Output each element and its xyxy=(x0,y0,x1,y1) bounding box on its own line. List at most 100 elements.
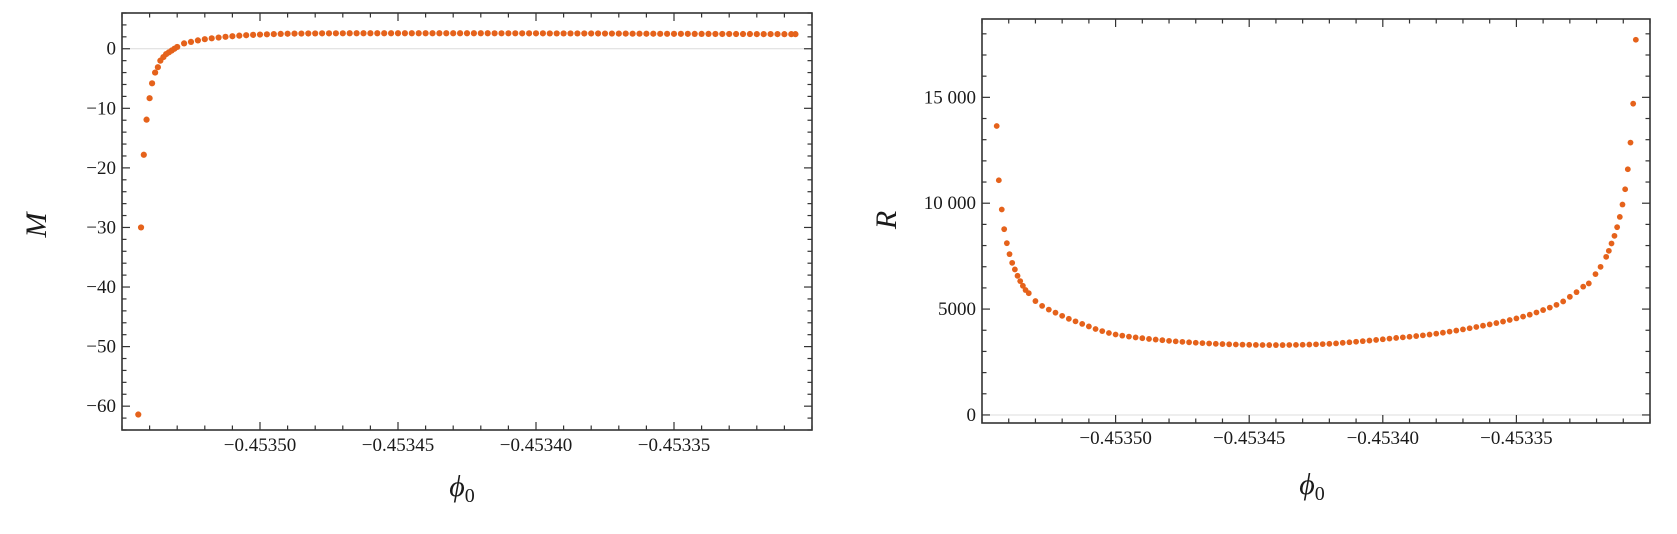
data-point xyxy=(1608,240,1615,247)
x-tick-label: −0.45335 xyxy=(638,435,710,456)
data-point xyxy=(1346,339,1353,346)
data-point xyxy=(1619,201,1626,208)
data-point xyxy=(1139,335,1146,342)
data-point xyxy=(1592,271,1599,278)
data-point xyxy=(1226,341,1233,348)
data-point xyxy=(1099,328,1106,334)
data-point xyxy=(1630,100,1637,107)
data-point xyxy=(1014,272,1021,279)
y-tick-label: −50 xyxy=(86,337,116,358)
data-point xyxy=(394,30,402,37)
x-axis-label-symbol: ϕ xyxy=(1299,468,1315,501)
data-point xyxy=(1146,336,1152,342)
data-point xyxy=(1359,338,1366,345)
data-point xyxy=(154,64,161,71)
data-point xyxy=(1306,341,1313,348)
data-point xyxy=(636,30,643,37)
data-point xyxy=(1566,293,1573,300)
x-tick-label: −0.45340 xyxy=(1347,428,1419,449)
data-point xyxy=(229,33,236,40)
data-point xyxy=(1500,318,1506,325)
data-point xyxy=(484,30,491,37)
data-point xyxy=(498,30,505,37)
data-point xyxy=(1580,283,1587,290)
data-point xyxy=(332,30,339,37)
data-point xyxy=(998,206,1005,213)
data-point xyxy=(1152,336,1159,343)
data-point xyxy=(1172,338,1179,345)
data-point xyxy=(1219,341,1226,347)
data-point xyxy=(250,31,257,38)
data-point xyxy=(1232,341,1239,348)
data-point xyxy=(243,32,250,39)
data-point xyxy=(1009,259,1016,266)
data-point xyxy=(1045,306,1052,313)
data-point xyxy=(1112,331,1119,338)
data-point xyxy=(1406,333,1413,340)
y-tick-label: 10 000 xyxy=(924,193,976,214)
data-point xyxy=(574,30,581,37)
data-point xyxy=(1493,320,1500,326)
data-point xyxy=(581,30,588,37)
data-point xyxy=(1611,232,1618,239)
data-point xyxy=(1279,342,1286,348)
data-point xyxy=(457,30,464,37)
x-axis-label-subscript: 0 xyxy=(465,485,475,507)
data-point xyxy=(691,30,698,38)
data-point xyxy=(450,30,457,37)
data-point xyxy=(346,30,353,37)
data-point xyxy=(1326,340,1333,347)
data-point xyxy=(1065,315,1072,322)
x-axis-label: ϕ0 xyxy=(449,470,475,507)
data-point xyxy=(767,30,774,38)
data-point xyxy=(677,30,685,37)
data-point xyxy=(1106,330,1112,336)
data-point xyxy=(135,411,142,418)
data-point xyxy=(1252,342,1259,348)
data-point xyxy=(1597,263,1604,270)
y-tick-label: −20 xyxy=(86,158,116,179)
data-point xyxy=(753,30,760,38)
data-point xyxy=(1212,340,1219,347)
data-point xyxy=(374,30,381,37)
data-point xyxy=(381,30,388,37)
data-point xyxy=(1293,341,1299,348)
data-point xyxy=(1011,266,1018,273)
data-point xyxy=(208,35,215,42)
data-point xyxy=(401,30,408,37)
data-point xyxy=(270,30,277,38)
data-point xyxy=(1132,334,1139,341)
plot-r-vs-phi0: −0.45350 −0.45345 −0.45340 −0.45335 0 5000 10 … xyxy=(870,18,1651,505)
data-point xyxy=(174,43,181,51)
data-point xyxy=(187,38,195,45)
data-point xyxy=(491,30,498,37)
data-point xyxy=(746,30,754,38)
y-tick-label: 15 000 xyxy=(924,87,976,108)
data-point xyxy=(1614,224,1621,231)
data-point xyxy=(1206,340,1213,347)
data-point xyxy=(256,31,264,38)
data-point xyxy=(1166,337,1172,344)
data-point xyxy=(595,30,602,37)
data-point xyxy=(1339,339,1346,346)
data-point xyxy=(546,30,553,37)
data-point xyxy=(291,30,298,37)
data-point xyxy=(1052,309,1059,316)
data-point xyxy=(194,37,201,44)
data-point xyxy=(463,30,471,37)
data-point xyxy=(1460,326,1466,333)
data-point xyxy=(436,30,443,37)
data-point xyxy=(1017,278,1024,285)
y-axis-label: R xyxy=(870,211,903,230)
x-axis-label-symbol: ϕ xyxy=(449,470,465,503)
data-point xyxy=(588,30,595,37)
data-point xyxy=(705,30,712,38)
data-point xyxy=(1059,312,1066,319)
data-point xyxy=(1603,253,1610,260)
data-point xyxy=(1025,290,1032,297)
data-point xyxy=(470,30,477,37)
data-point xyxy=(1159,337,1166,344)
data-point xyxy=(1486,321,1493,328)
data-point xyxy=(1092,326,1099,332)
